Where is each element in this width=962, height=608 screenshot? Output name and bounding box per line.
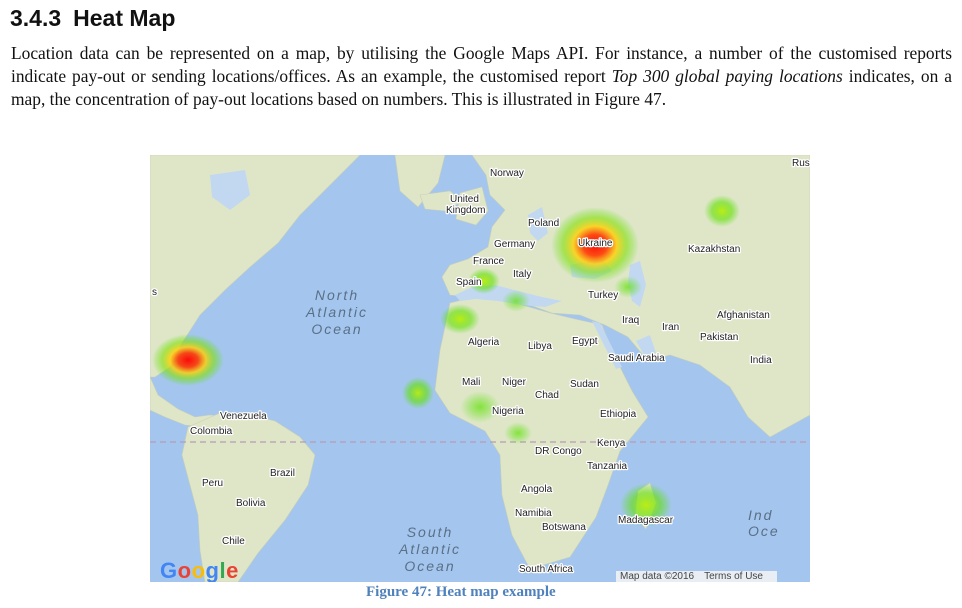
country-label: Mali <box>462 377 480 388</box>
country-label: India <box>750 355 772 366</box>
hotspot-west-africa <box>402 377 434 409</box>
red-sea <box>592 321 622 369</box>
country-label: Botswana <box>542 522 586 533</box>
iceland <box>419 190 463 212</box>
ocean-label: South <box>407 524 454 540</box>
country-label: Chad <box>535 390 559 401</box>
country-labels: Norway United Kingdom Poland Germany Ukr… <box>151 157 810 577</box>
section-number: 3.4.3 <box>10 5 62 31</box>
map-data-credit: Map data ©2016 <box>620 571 695 582</box>
ocean-labels: North Atlantic Ocean South Atlantic Ocea… <box>305 287 780 574</box>
country-label: DR Congo <box>535 446 582 457</box>
logo-letter: o <box>191 558 206 582</box>
country-label: Chile <box>222 536 245 547</box>
report-name: Top 300 global paying locations <box>611 66 843 86</box>
ocean-label: Ocean <box>404 558 455 574</box>
ocean-label: Ind <box>748 507 773 523</box>
hotspot-turkey <box>614 276 642 298</box>
hotspot-caribbean <box>152 334 224 386</box>
hotspot-tunisia <box>502 290 530 312</box>
terms-of-use-link[interactable]: Terms of Use <box>704 571 763 582</box>
map-canvas[interactable]: North Atlantic Ocean South Atlantic Ocea… <box>150 155 810 582</box>
country-label: Bolivia <box>236 498 266 509</box>
body-paragraph: Location data can be represented on a ma… <box>11 42 952 111</box>
country-label: United <box>450 194 479 205</box>
country-label: Colombia <box>190 426 233 437</box>
paragraph-text-end: indicates, on a map, the concentration o… <box>11 66 952 109</box>
logo-letter: G <box>160 558 178 582</box>
africa <box>434 294 649 570</box>
hotspot-ukraine <box>551 207 639 283</box>
country-label: Italy <box>513 269 531 280</box>
uk-ireland <box>455 186 489 226</box>
google-logo[interactable]: Google <box>160 558 239 582</box>
ocean-label: Oce <box>748 523 780 539</box>
country-label: Tanzania <box>587 461 627 472</box>
section-title: Heat Map <box>73 5 176 31</box>
country-label: Kazakhstan <box>688 244 740 255</box>
country-label: Saudi Arabia <box>608 353 665 364</box>
country-label: Poland <box>528 218 559 229</box>
country-label: Peru <box>202 478 223 489</box>
figure-caption: Figure 47: Heat map example <box>366 584 556 600</box>
ocean-label: North <box>315 287 359 303</box>
north-america <box>150 155 361 378</box>
country-label: Ethiopia <box>600 409 637 420</box>
country-label: Venezuela <box>220 411 267 422</box>
hotspot-algeria-coast <box>440 304 480 334</box>
country-label: Afghanistan <box>717 310 770 321</box>
country-label: Spain <box>456 277 482 288</box>
country-label: France <box>473 256 505 267</box>
country-label: Kingdom <box>446 205 485 216</box>
country-label: Nigeria <box>492 406 524 417</box>
ocean-label: Atlantic <box>305 304 368 320</box>
section-heading: 3.4.3 Heat Map <box>10 5 175 32</box>
country-label: Madagascar <box>618 515 674 526</box>
logo-letter: o <box>177 558 192 582</box>
country-label: Algeria <box>468 337 500 348</box>
heat-overlay <box>152 195 740 527</box>
baltic <box>528 207 548 241</box>
paragraph-text-start: Location data can be represented on a ma… <box>11 43 952 86</box>
country-label: Kenya <box>597 438 626 449</box>
country-label: Norway <box>490 168 524 179</box>
country-label: Brazil <box>270 468 295 479</box>
persian-gulf <box>636 335 656 355</box>
ocean-label: Ocean <box>311 321 362 337</box>
hotspot-nigeria <box>460 391 500 423</box>
country-label: South Africa <box>519 564 573 575</box>
country-label: Ukraine <box>578 238 613 249</box>
country-label: Libya <box>528 341 552 352</box>
hudson-bay <box>210 170 250 210</box>
country-label: Sudan <box>570 379 599 390</box>
ocean-label: Atlantic <box>398 541 461 557</box>
logo-letter: e <box>226 558 239 582</box>
country-label: Germany <box>494 239 535 250</box>
map-attribution: Map data ©2016 Terms of Use <box>616 571 777 582</box>
country-label: s <box>152 287 157 298</box>
heat-map[interactable]: North Atlantic Ocean South Atlantic Ocea… <box>150 155 810 582</box>
country-label: Turkey <box>588 290 618 301</box>
country-label: Iraq <box>622 315 639 326</box>
hotspot-kazakhstan <box>704 195 740 227</box>
country-label: Angola <box>521 484 553 495</box>
country-label: Rus <box>792 158 810 169</box>
logo-letter: l <box>219 558 227 582</box>
hotspot-madagascar <box>620 483 672 527</box>
hotspot-spain <box>468 268 500 294</box>
country-label: Egypt <box>572 336 598 347</box>
country-label: Iran <box>662 322 679 333</box>
country-label: Pakistan <box>700 332 738 343</box>
logo-letter: g <box>205 558 220 582</box>
hotspot-kenya <box>504 422 532 444</box>
country-label: Niger <box>502 377 527 388</box>
south-america <box>181 412 316 582</box>
country-label: Namibia <box>515 508 552 519</box>
